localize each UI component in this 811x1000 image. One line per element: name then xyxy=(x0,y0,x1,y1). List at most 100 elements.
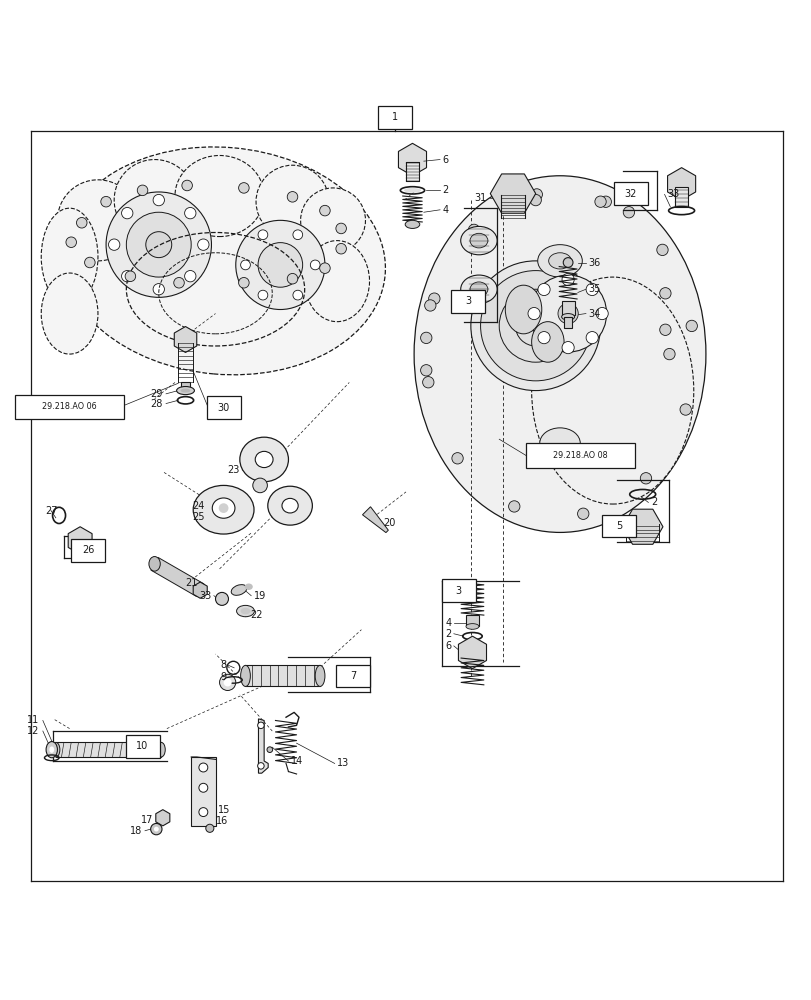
Polygon shape xyxy=(398,143,426,176)
Text: 29: 29 xyxy=(150,389,163,399)
Ellipse shape xyxy=(428,293,440,304)
Text: 2: 2 xyxy=(650,497,656,507)
Ellipse shape xyxy=(257,763,264,769)
Text: 29.218.AO 06: 29.218.AO 06 xyxy=(42,402,97,411)
Ellipse shape xyxy=(154,827,159,832)
Ellipse shape xyxy=(538,283,549,296)
Ellipse shape xyxy=(452,453,462,464)
Text: 12: 12 xyxy=(28,726,40,736)
Text: 1: 1 xyxy=(392,112,398,122)
Text: 23: 23 xyxy=(227,465,239,475)
Ellipse shape xyxy=(586,332,598,344)
Ellipse shape xyxy=(238,183,249,193)
Text: 15: 15 xyxy=(217,805,230,815)
Ellipse shape xyxy=(548,253,571,269)
Bar xyxy=(74,543,87,561)
Ellipse shape xyxy=(268,486,312,525)
Text: 31: 31 xyxy=(474,193,487,203)
Ellipse shape xyxy=(293,230,303,240)
FancyBboxPatch shape xyxy=(526,443,634,468)
Ellipse shape xyxy=(538,332,549,344)
Ellipse shape xyxy=(153,284,165,295)
Ellipse shape xyxy=(659,288,670,299)
Ellipse shape xyxy=(267,747,272,753)
Ellipse shape xyxy=(257,722,264,729)
Ellipse shape xyxy=(182,180,192,191)
Ellipse shape xyxy=(623,207,634,218)
Ellipse shape xyxy=(193,485,254,534)
Ellipse shape xyxy=(240,665,250,686)
Ellipse shape xyxy=(508,501,519,512)
Ellipse shape xyxy=(537,245,581,277)
Ellipse shape xyxy=(656,244,667,256)
Text: 2: 2 xyxy=(442,185,448,195)
Ellipse shape xyxy=(199,763,208,772)
Bar xyxy=(564,317,572,328)
Ellipse shape xyxy=(46,742,58,758)
Text: 30: 30 xyxy=(217,403,230,413)
Ellipse shape xyxy=(420,332,431,344)
Text: 6: 6 xyxy=(442,155,448,165)
Bar xyxy=(180,382,190,388)
Ellipse shape xyxy=(405,220,419,228)
Ellipse shape xyxy=(215,592,228,605)
Ellipse shape xyxy=(58,180,139,261)
Text: 20: 20 xyxy=(383,518,395,528)
Ellipse shape xyxy=(240,260,250,270)
Ellipse shape xyxy=(239,437,288,482)
Ellipse shape xyxy=(137,185,148,196)
Ellipse shape xyxy=(336,223,346,234)
Polygon shape xyxy=(490,174,535,213)
Ellipse shape xyxy=(320,263,330,273)
Text: 34: 34 xyxy=(588,309,600,319)
Text: 35: 35 xyxy=(588,284,600,294)
Ellipse shape xyxy=(151,823,162,835)
Ellipse shape xyxy=(258,230,268,240)
Ellipse shape xyxy=(125,271,135,282)
Ellipse shape xyxy=(594,196,606,207)
Bar xyxy=(406,162,418,181)
Ellipse shape xyxy=(561,314,574,320)
Ellipse shape xyxy=(238,277,249,288)
Ellipse shape xyxy=(66,237,76,247)
Text: 18: 18 xyxy=(130,826,143,836)
Ellipse shape xyxy=(255,165,328,238)
Ellipse shape xyxy=(127,212,191,277)
Ellipse shape xyxy=(530,194,541,206)
Ellipse shape xyxy=(258,290,268,300)
Ellipse shape xyxy=(287,273,298,284)
Text: 3: 3 xyxy=(465,296,471,306)
Ellipse shape xyxy=(599,196,611,207)
Ellipse shape xyxy=(146,232,171,258)
Text: 27: 27 xyxy=(45,506,58,516)
Text: 25: 25 xyxy=(192,512,204,522)
Text: 6: 6 xyxy=(444,641,451,651)
Ellipse shape xyxy=(218,503,228,513)
Ellipse shape xyxy=(153,194,165,206)
Ellipse shape xyxy=(122,207,133,219)
Text: 29.218.AO 08: 29.218.AO 08 xyxy=(552,451,607,460)
Text: 9: 9 xyxy=(220,672,225,682)
Ellipse shape xyxy=(315,665,324,686)
FancyBboxPatch shape xyxy=(126,735,160,758)
Ellipse shape xyxy=(586,283,598,296)
Ellipse shape xyxy=(84,257,95,268)
Text: 3: 3 xyxy=(455,586,461,596)
Ellipse shape xyxy=(240,608,250,614)
Polygon shape xyxy=(193,582,207,598)
Ellipse shape xyxy=(515,305,556,346)
Ellipse shape xyxy=(595,307,607,320)
Ellipse shape xyxy=(422,377,433,388)
Text: 14: 14 xyxy=(290,756,303,766)
Ellipse shape xyxy=(157,742,165,757)
Polygon shape xyxy=(667,168,695,200)
Ellipse shape xyxy=(122,271,133,282)
Ellipse shape xyxy=(414,176,705,532)
Ellipse shape xyxy=(531,277,693,504)
Text: 32: 32 xyxy=(624,189,636,199)
Ellipse shape xyxy=(184,271,195,282)
Ellipse shape xyxy=(244,583,252,590)
FancyBboxPatch shape xyxy=(336,665,370,687)
Ellipse shape xyxy=(561,273,573,286)
Polygon shape xyxy=(258,719,268,773)
